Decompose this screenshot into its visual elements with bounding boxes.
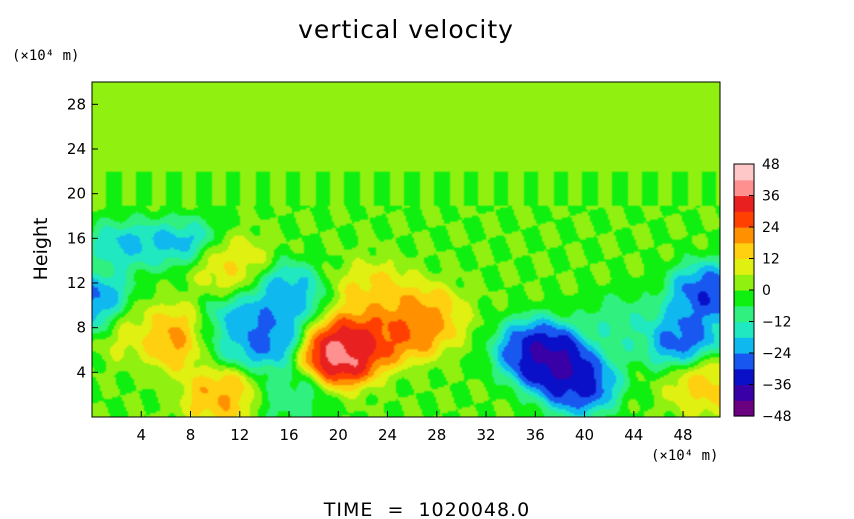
colorbar-band xyxy=(734,305,754,323)
colorbar-band xyxy=(734,321,754,338)
colorbar-tick-label: 48 xyxy=(762,157,780,173)
y-tick-label: 12 xyxy=(67,274,86,292)
y-tick-label: 24 xyxy=(67,140,86,158)
y-tick-label: 16 xyxy=(67,229,86,247)
colorbar-tick-label: 24 xyxy=(762,220,780,236)
colorbar: 48 36 24 12 0 −12 −24 −36 −48 xyxy=(733,157,792,425)
plot-area xyxy=(91,81,721,418)
chart-title: vertical velocity xyxy=(298,15,514,44)
velocity-field xyxy=(92,82,720,417)
colorbar-tick-label: −24 xyxy=(762,346,792,362)
y-tick-label: 28 xyxy=(67,95,86,113)
y-axis-unit: (×10⁴ m) xyxy=(12,48,79,64)
colorbar-band xyxy=(734,195,754,212)
colorbar-tick-label: 0 xyxy=(762,283,771,299)
y-axis-ticks: 4 8 12 16 20 24 28 xyxy=(67,95,98,381)
x-tick-label: 32 xyxy=(476,426,495,444)
y-axis-label: Height xyxy=(30,218,52,281)
colorbar-tick-label: −12 xyxy=(762,315,792,331)
x-tick-label: 36 xyxy=(526,426,545,444)
colorbar-band xyxy=(734,211,754,228)
colorbar-tick-label: 12 xyxy=(762,252,780,268)
x-tick-label: 24 xyxy=(378,426,397,444)
x-tick-label: 28 xyxy=(427,426,446,444)
colorbar-band xyxy=(734,400,754,417)
x-tick-label: 4 xyxy=(136,426,146,444)
colorbar-band xyxy=(734,179,754,197)
colorbar-band xyxy=(734,227,754,244)
colorbar-band xyxy=(734,337,754,354)
colorbar-tick-label: −36 xyxy=(762,378,792,394)
colorbar-band xyxy=(734,164,754,181)
x-axis-unit: (×10⁴ m) xyxy=(651,448,718,464)
x-tick-label: 16 xyxy=(279,426,298,444)
colorbar-band xyxy=(734,384,754,401)
colorbar-band xyxy=(734,353,754,370)
colorbar-band xyxy=(734,368,754,386)
colorbar-tick-label: −48 xyxy=(762,409,792,425)
colorbar-ticks: 48 36 24 12 0 −12 −24 −36 −48 xyxy=(749,157,792,425)
colorbar-band xyxy=(734,274,754,291)
time-label: TIME = 1020048.0 xyxy=(323,499,530,519)
y-tick-label: 4 xyxy=(76,363,86,381)
y-tick-label: 20 xyxy=(67,185,86,203)
plot-frame xyxy=(91,81,721,418)
x-tick-label: 12 xyxy=(230,426,249,444)
colorbar-band xyxy=(734,242,754,260)
colorbar-band xyxy=(734,290,754,307)
colorbar-bands xyxy=(734,164,754,417)
x-tick-label: 8 xyxy=(186,426,196,444)
x-tick-label: 20 xyxy=(329,426,348,444)
x-tick-label: 44 xyxy=(624,426,643,444)
x-tick-label: 48 xyxy=(674,426,693,444)
x-axis-ticks: 4 8 12 16 20 24 28 32 36 40 44 48 xyxy=(136,411,693,444)
colorbar-tick-label: 36 xyxy=(762,189,780,205)
y-tick-label: 8 xyxy=(76,319,86,337)
colorbar-band xyxy=(734,258,754,275)
x-tick-label: 40 xyxy=(575,426,594,444)
